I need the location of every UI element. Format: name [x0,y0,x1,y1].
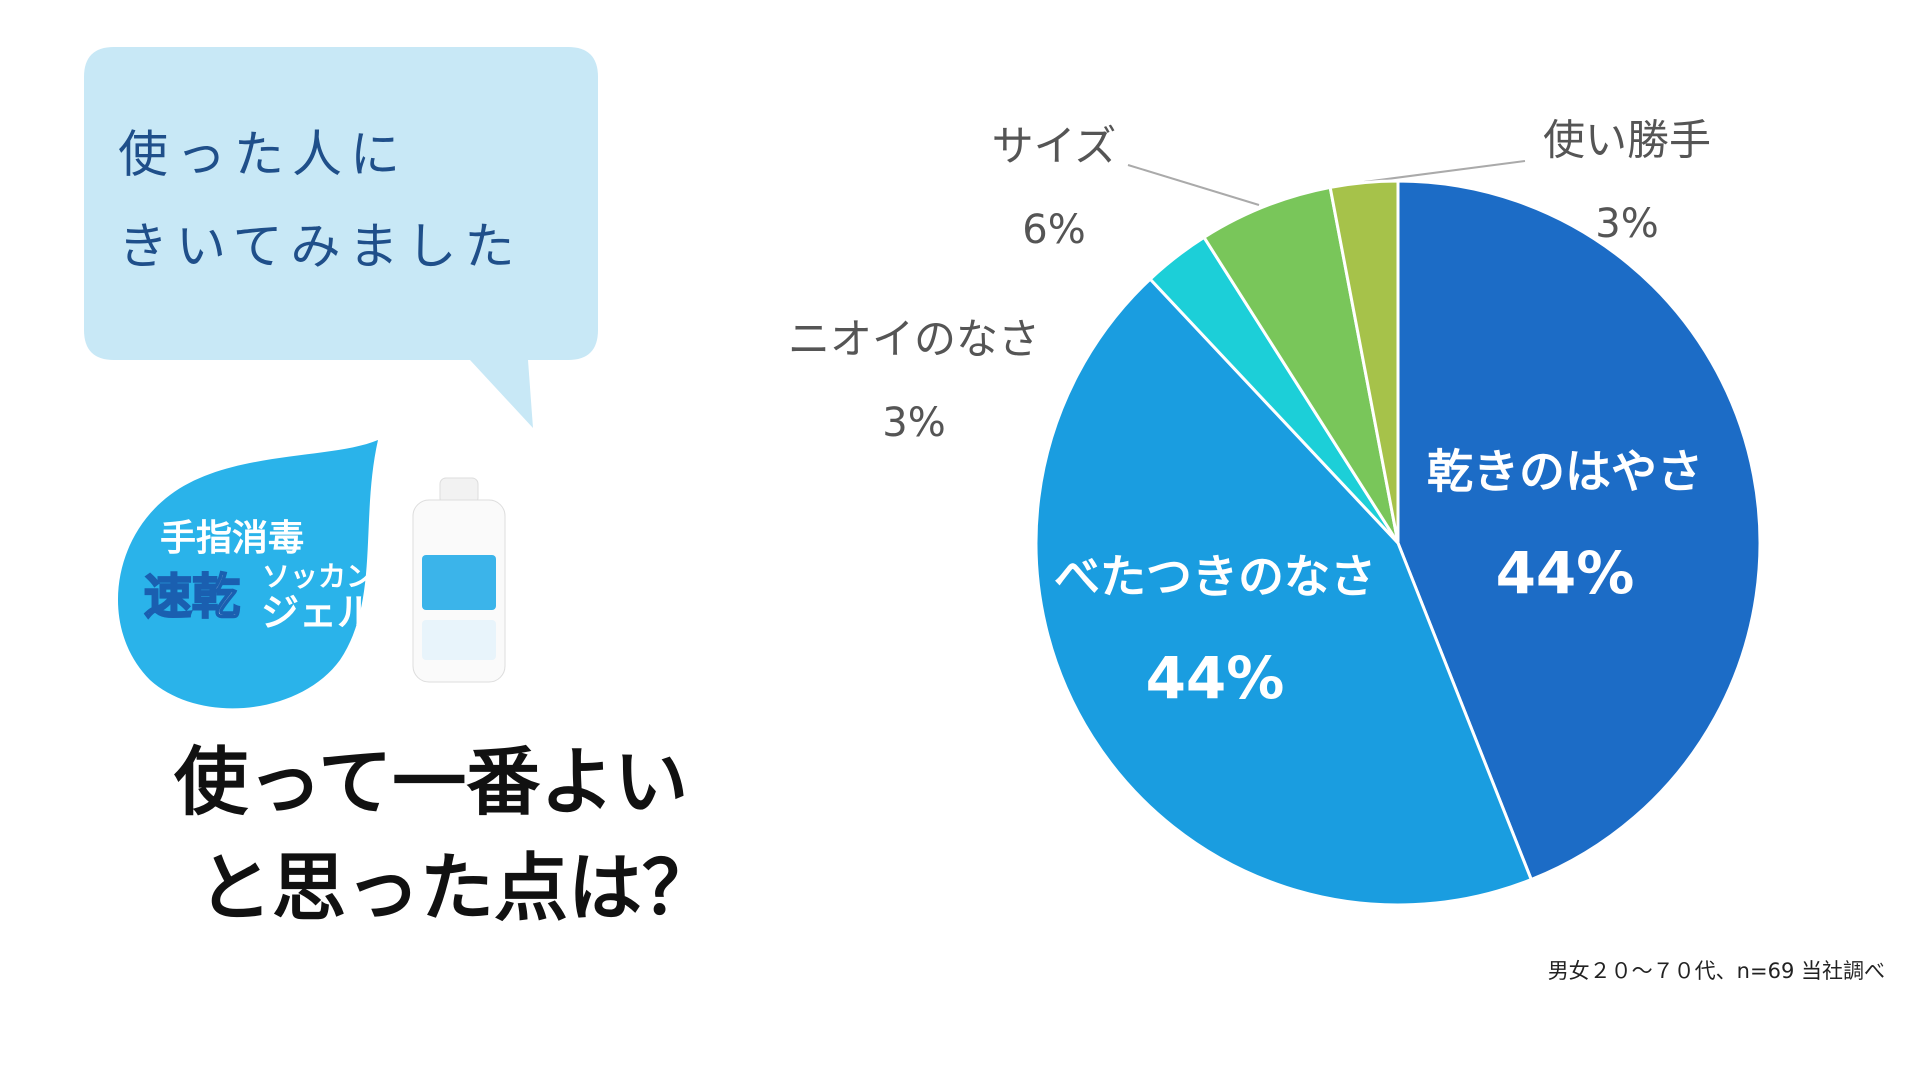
badge-text: ソッカン [262,560,374,593]
badge-text: 手指消毒 [160,518,304,559]
pie-slice [1396,179,1762,882]
heading: と思った点は？ [198,846,716,932]
value-label: 44% [1496,539,1635,607]
slice-label: ニオイのなさ [788,315,1040,364]
slice-label: 乾きのはやさ [1427,445,1703,499]
heading: 使って一番よい [174,740,688,826]
badge-drop [117,440,379,709]
product-bottle [412,477,506,683]
badge-text: 速乾 [144,569,240,625]
pie-slice [1328,179,1400,544]
source-note: 男女２０～７０代、n=69 当社調べ [1548,959,1885,983]
slice-label: べたつきのなさ [1054,550,1376,604]
leader-line [1127,164,1260,206]
value-label: 3% [1595,201,1658,247]
slice-label: サイズ [992,122,1117,171]
bubble-text: きいてみました [118,218,523,276]
leader-line [1363,160,1526,183]
value-label: 44% [1146,644,1285,712]
badge-text: ジェル [261,591,375,635]
slice-label: 使い勝手 [1543,116,1711,165]
speech-bubble [84,47,598,428]
pie-slice [1034,276,1534,907]
value-label: 6% [1022,207,1085,253]
value-label: 3% [882,400,945,446]
pie-slice [1201,185,1400,544]
bubble-text: 使った人に [118,126,408,184]
